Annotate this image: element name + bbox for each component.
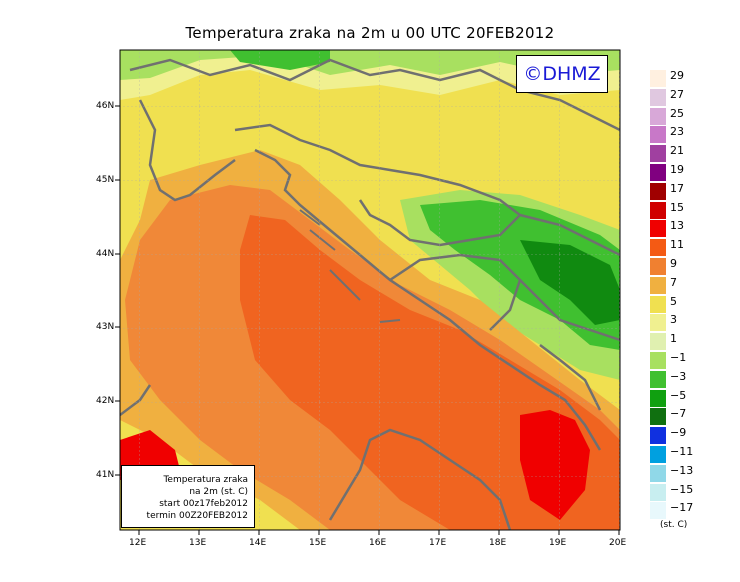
legend-swatch — [650, 464, 666, 482]
legend-swatch — [650, 70, 666, 87]
legend-label: −11 — [670, 445, 694, 458]
map-title: Temperatura zraka na 2m u 00 UTC 20FEB20… — [185, 24, 555, 42]
legend-swatch — [650, 201, 666, 219]
lon-label: 18E — [489, 538, 507, 548]
legend-units: (st. C) — [660, 520, 688, 530]
info-line: na 2m (st. C) — [189, 487, 248, 497]
legend-label: 21 — [670, 144, 684, 158]
lon-label: 20E — [609, 538, 627, 548]
legend-swatch — [650, 258, 666, 275]
lat-label: 41N — [96, 470, 115, 480]
lon-label: 14E — [249, 538, 267, 548]
legend-swatch — [650, 145, 666, 163]
legend-swatch — [650, 446, 666, 463]
legend-label: −17 — [670, 501, 694, 515]
lat-label: 43N — [96, 322, 115, 332]
legend-label: −15 — [670, 482, 694, 496]
legend-label: −9 — [670, 426, 687, 440]
legend-swatch — [650, 276, 666, 294]
legend-label: 23 — [670, 125, 684, 139]
dhmz-logo: ©DHMZ — [516, 55, 608, 93]
info-line: termin 00Z20FEB2012 — [146, 511, 248, 521]
legend-swatch — [650, 370, 666, 388]
legend-swatch — [650, 220, 666, 238]
legend-label: 9 — [670, 257, 677, 270]
legend-label: −5 — [670, 388, 687, 402]
legend-swatch — [650, 352, 666, 369]
legend-label: 17 — [670, 181, 684, 195]
lon-label: 19E — [549, 538, 567, 548]
legend-swatch — [650, 107, 666, 125]
legend-label: −7 — [670, 407, 687, 421]
info-line: Temperatura zraka — [163, 475, 248, 485]
legend-swatch — [650, 314, 666, 332]
legend-swatch — [650, 333, 666, 351]
legend-label: 27 — [670, 87, 684, 101]
legend-label: −3 — [670, 369, 687, 383]
lon-label: 13E — [189, 538, 207, 548]
legend-label: 29 — [670, 69, 684, 82]
lon-label: 12E — [129, 538, 147, 548]
legend-label: 7 — [670, 275, 677, 289]
plot-area — [120, 50, 620, 530]
legend-swatch — [650, 483, 666, 501]
legend-label: 19 — [670, 163, 684, 176]
legend-label: 5 — [670, 294, 677, 308]
legend-swatch — [650, 88, 666, 106]
lon-label: 17E — [429, 538, 447, 548]
legend-swatch — [650, 502, 666, 520]
legend-label: 15 — [670, 200, 684, 214]
lat-label: 45N — [96, 175, 115, 185]
legend-label: 25 — [670, 106, 684, 120]
legend-label: 13 — [670, 219, 684, 233]
legend-swatch — [650, 126, 666, 144]
plot-frame — [119, 49, 621, 531]
legend-label: −13 — [670, 463, 694, 477]
legend-swatch — [650, 164, 666, 181]
axis-ticks — [115, 105, 620, 535]
legend-label: 1 — [670, 332, 677, 346]
lat-label: 42N — [96, 396, 115, 406]
lon-label: 16E — [369, 538, 387, 548]
legend-label: 3 — [670, 313, 677, 327]
legend-label: 11 — [670, 238, 684, 252]
lat-label: 46N — [96, 101, 115, 111]
legend-swatch — [650, 295, 666, 313]
lon-label: 15E — [309, 538, 327, 548]
legend-label: −1 — [670, 351, 687, 364]
legend-swatch — [650, 182, 666, 200]
lat-label: 44N — [96, 249, 115, 259]
legend-swatch — [650, 427, 666, 445]
info-line: start 00z17feb2012 — [159, 499, 248, 509]
legend-swatch — [650, 389, 666, 407]
legend-swatch — [650, 239, 666, 257]
legend-swatch — [650, 408, 666, 426]
info-box: Temperatura zraka na 2m (st. C) start 00… — [121, 465, 255, 528]
